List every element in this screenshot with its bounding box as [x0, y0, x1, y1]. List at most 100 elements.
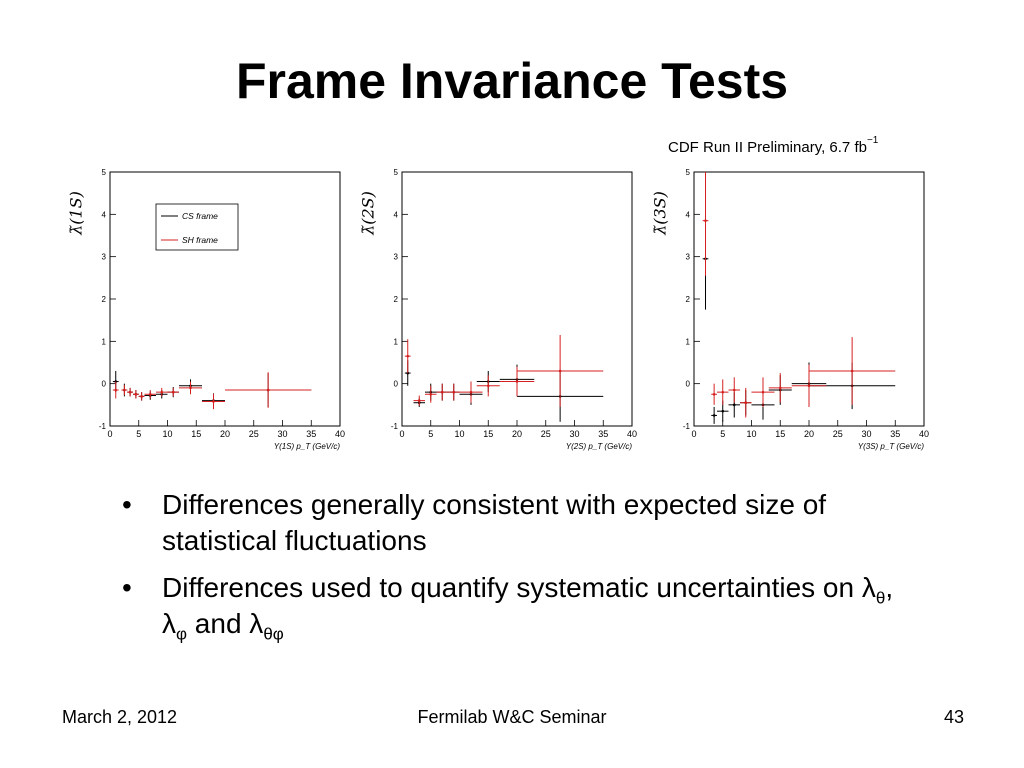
y-tick-label: 2	[686, 295, 691, 304]
x-tick-label: 35	[598, 429, 608, 439]
data-point	[711, 406, 717, 424]
point-marker	[712, 414, 716, 417]
bullet-text: Differences generally consistent with ex…	[162, 489, 827, 556]
point-marker	[452, 390, 456, 394]
bullet-item: • Differences used to quantify systematic…	[118, 570, 898, 644]
bullet-item: • Differences generally consistent with e…	[118, 487, 898, 559]
data-point	[179, 381, 202, 395]
x-axis-label: Υ(2S) p_T (GeV/c)	[566, 442, 633, 451]
x-tick-label: 10	[162, 429, 172, 439]
point-marker	[732, 403, 736, 407]
point-marker	[148, 392, 152, 396]
data-point	[768, 373, 792, 403]
data-point	[476, 375, 500, 397]
point-marker	[212, 400, 215, 403]
data-point	[133, 390, 139, 399]
point-marker	[417, 399, 421, 402]
point-marker	[469, 390, 473, 394]
preliminary-exponent: −1	[866, 135, 879, 146]
data-point	[728, 377, 740, 403]
data-point	[459, 381, 483, 403]
footer-page-number: 43	[944, 707, 965, 727]
subscript-theta-phi: θφ	[263, 624, 284, 644]
data-point	[167, 387, 179, 397]
point-marker	[429, 392, 433, 396]
data-point	[156, 387, 168, 397]
ylabel-1s: λ̃(1S)	[66, 178, 86, 248]
point-marker	[515, 380, 519, 383]
y-tick-label: 0	[686, 380, 691, 389]
bullet-marker: •	[122, 489, 132, 520]
y-tick-label: 1	[102, 337, 107, 346]
point-marker	[558, 369, 562, 373]
point-marker	[440, 390, 444, 394]
x-tick-label: 30	[277, 429, 287, 439]
x-tick-label: 0	[691, 429, 696, 439]
point-marker	[128, 390, 132, 394]
x-tick-label: 25	[541, 429, 551, 439]
x-tick-label: 30	[569, 429, 579, 439]
data-point	[711, 383, 717, 405]
bullet-list: • Differences generally consistent with e…	[118, 487, 898, 653]
y-tick-label: 5	[102, 168, 107, 177]
y-tick-label: 2	[394, 295, 399, 304]
data-point	[717, 379, 729, 405]
data-point	[499, 366, 535, 397]
x-tick-label: 5	[136, 429, 141, 439]
data-point	[425, 385, 437, 403]
point-marker	[171, 390, 175, 394]
ylabel-3s-text: λ̃(3S)	[650, 191, 670, 235]
data-point	[404, 339, 411, 374]
y-tick-label: 4	[102, 210, 107, 219]
data-point	[791, 364, 827, 407]
legend-entry: CS frame	[182, 211, 218, 221]
bullet-marker: •	[122, 572, 132, 603]
point-marker	[114, 380, 118, 383]
x-tick-label: 40	[335, 429, 345, 439]
ylabel-1s-text: λ̃(1S)	[66, 191, 86, 235]
ylabel-3s: λ̃(3S)	[650, 178, 670, 248]
x-tick-label: 15	[191, 429, 201, 439]
point-marker	[160, 390, 164, 394]
point-marker	[732, 388, 736, 392]
y-tick-label: 1	[686, 337, 691, 346]
footer-event: Fermilab W&C Seminar	[417, 707, 607, 727]
point-marker	[114, 388, 118, 392]
x-axis-label: Υ(1S) p_T (GeV/c)	[274, 442, 341, 451]
y-tick-label: -1	[683, 422, 691, 431]
x-tick-label: 5	[720, 429, 725, 439]
preliminary-label: CDF Run II Preliminary, 6.7 fb−1	[668, 135, 879, 156]
point-marker	[721, 390, 725, 394]
point-marker	[189, 386, 192, 390]
y-tick-label: 0	[102, 380, 107, 389]
data-point	[138, 392, 145, 401]
x-tick-label: 20	[512, 429, 522, 439]
y-tick-label: 1	[394, 337, 399, 346]
subscript-theta: θ	[875, 588, 886, 608]
legend-box	[155, 203, 239, 251]
data-point	[413, 395, 425, 406]
y-tick-label: 0	[394, 380, 399, 389]
x-tick-label: 35	[890, 429, 900, 439]
data-point	[127, 387, 133, 397]
point-marker	[761, 390, 765, 394]
point-marker	[850, 369, 854, 373]
legend-entry: SH frame	[182, 235, 218, 245]
x-tick-label: 40	[627, 429, 637, 439]
x-tick-label: 0	[107, 429, 112, 439]
data-point	[702, 172, 709, 276]
data-point	[112, 381, 119, 399]
point-marker	[807, 384, 811, 388]
point-marker	[123, 388, 126, 392]
x-tick-label: 15	[483, 429, 493, 439]
x-tick-label: 10	[454, 429, 464, 439]
bullet-text-part: , λ	[162, 572, 894, 639]
preliminary-text: CDF Run II Preliminary, 6.7 fb	[668, 139, 867, 156]
x-tick-label: 20	[220, 429, 230, 439]
data-point	[202, 393, 225, 410]
data-point	[809, 337, 896, 405]
ylabel-2s: λ̃(2S)	[358, 178, 378, 248]
x-tick-label: 25	[249, 429, 259, 439]
